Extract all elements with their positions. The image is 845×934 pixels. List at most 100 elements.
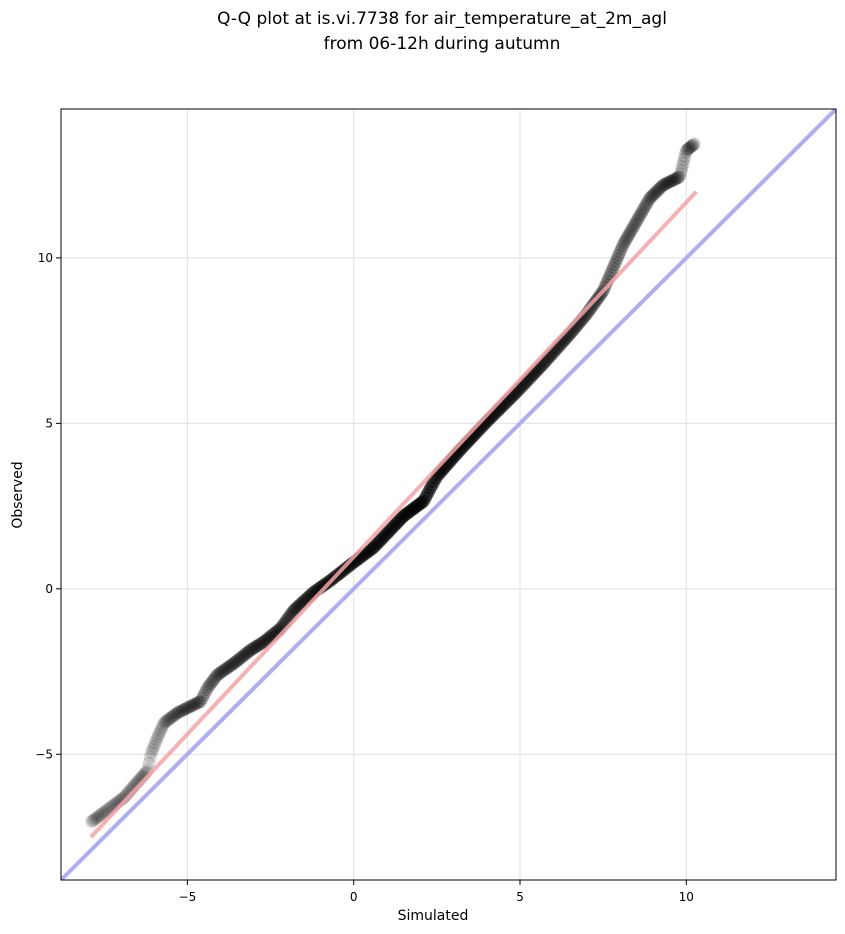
qq-point [155,721,169,735]
qq-point [256,635,270,649]
qq-point [288,603,302,617]
axis-ticks: −5 0 5 10 −5 0 5 10 [35,251,694,904]
identity-reference-line [61,109,836,880]
y-tick-label: −5 [35,747,53,761]
qq-point [671,170,685,184]
qq-point [627,219,641,233]
qq-point [142,756,156,770]
qq-point [614,242,628,256]
qq-point [621,230,635,244]
qq-point [184,699,198,713]
qq-point [418,491,432,505]
qq-point [245,642,259,656]
qq-point [676,156,690,170]
qq-point [666,173,680,187]
qq-point [88,812,102,826]
qq-point [89,811,103,825]
qq-point [249,639,263,653]
qq-point [185,699,199,713]
y-tick-label: 5 [45,416,53,430]
qq-point [392,514,406,528]
qq-point [156,718,170,732]
qq-point [617,237,631,251]
qq-point [638,199,652,213]
qq-point [143,750,157,764]
qq-point [148,736,162,750]
qq-point [628,216,642,230]
qq-point [204,676,218,690]
qq-point [618,234,632,248]
qq-point [660,176,674,190]
qq-point [189,696,203,710]
qq-point [230,654,244,668]
qq-point [317,578,331,592]
qq-point [360,545,374,559]
qq-point [607,258,621,272]
qq-point [161,713,175,727]
qq-point [222,659,236,673]
qq-point [665,174,679,188]
qq-point [656,178,670,192]
x-tick-label: 5 [516,890,524,904]
data-points [84,137,701,829]
qq-point [246,641,260,655]
qq-point [652,182,666,196]
qq-point [195,691,209,705]
qq-point [172,705,186,719]
qq-point [100,803,114,817]
qq-point [175,704,189,718]
y-tick-label: 10 [38,251,53,265]
qq-point [198,685,212,699]
qq-point [243,643,257,657]
qq-point [637,202,651,216]
chart-title-line-1: Q-Q plot at is.vi.7738 for air_temperatu… [217,9,667,29]
qq-point [197,688,211,702]
qq-point [364,543,378,557]
qq-point [85,814,99,828]
qq-point [376,531,390,545]
qq-point [147,739,161,753]
qq-point [367,540,381,554]
qq-point [609,255,623,269]
qq-point [240,646,254,660]
qq-point [636,204,650,218]
qq-point [639,197,653,211]
qq-point [88,812,102,826]
qq-point [633,208,647,222]
qq-point [380,527,394,541]
qq-point [152,727,166,741]
qq-point [623,225,637,239]
qq-point [146,742,160,756]
qq-point [213,666,227,680]
qq-point [403,505,417,519]
qq-point [640,195,654,209]
qq-point [371,536,385,550]
qq-point [96,806,110,820]
qq-point [248,640,262,654]
qq-point [145,745,159,759]
qq-point [191,696,205,710]
qq-point [289,601,303,615]
qq-point [378,529,392,543]
qq-point [672,170,686,184]
qq-point [210,668,224,682]
qq-point [605,264,619,278]
qq-point [647,187,661,201]
qq-point [216,664,230,678]
x-axis-label: Simulated [398,908,469,924]
qq-point [685,139,699,153]
qq-point [663,175,677,189]
qq-point [84,815,98,829]
qq-point [286,605,300,619]
qq-point [374,532,388,546]
qq-point [151,730,165,744]
qq-point [686,138,700,152]
qq-point [178,702,192,716]
qq-point [93,809,107,823]
qq-point [681,142,695,156]
qq-point [670,171,684,185]
qq-point [394,512,408,526]
y-axis-label: Observed [10,461,26,528]
qq-point [253,637,267,651]
